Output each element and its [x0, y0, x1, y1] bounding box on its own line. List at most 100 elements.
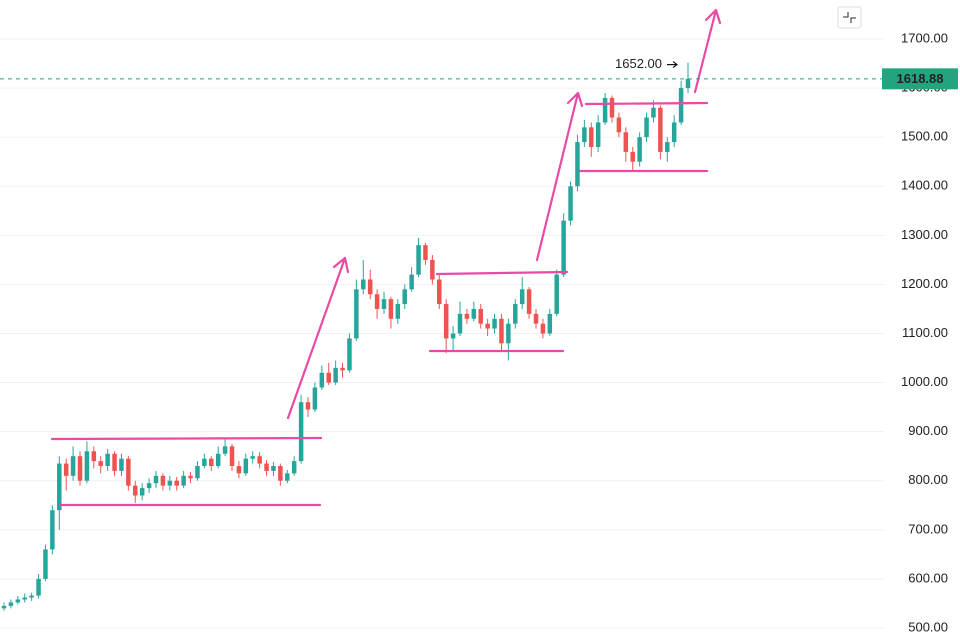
candle-body: [285, 473, 290, 481]
price-axis: 500.00 600.00 700.00 800.00 900.00 1000.00 110…: [901, 30, 948, 634]
candle-body: [665, 142, 670, 152]
y-tick-label: 1200.00: [901, 276, 948, 291]
candle-body: [423, 245, 428, 260]
candle-body: [70, 456, 76, 476]
candle-body: [561, 220, 566, 275]
candle-body: [450, 333, 456, 339]
candle-body: [685, 78, 691, 89]
last-price-tag: [882, 68, 958, 90]
candle-body: [464, 313, 470, 319]
candle-body: [644, 117, 649, 138]
candle-body: [354, 289, 359, 339]
candle-body: [257, 456, 262, 464]
candle-body: [526, 289, 532, 314]
trend-arrow: [693, 8, 718, 94]
candle-body: [202, 458, 207, 467]
candle-body: [98, 461, 103, 467]
candle-body: [153, 475, 159, 484]
candle-body: [623, 132, 629, 152]
candle-body: [326, 372, 331, 383]
candle-body: [395, 304, 401, 319]
price-overlay: 1618.88 1652.00: [0, 56, 958, 90]
candle-body: [333, 367, 338, 383]
candle-body: [312, 387, 318, 410]
candle-body: [589, 127, 594, 147]
candle-body: [547, 313, 553, 334]
candle-body: [485, 323, 490, 329]
candle-body: [305, 402, 311, 410]
candle-body: [15, 599, 21, 603]
y-tick-label: 700.00: [908, 521, 948, 536]
candle-body: [174, 480, 179, 486]
candle-body: [540, 323, 546, 334]
high-marker-arrow-head: [672, 61, 678, 69]
candle-body: [430, 259, 435, 280]
y-tick-label: 1000.00: [901, 374, 948, 389]
candle-body: [215, 453, 221, 467]
candle-body: [243, 458, 249, 474]
candle-body: [582, 127, 587, 143]
arrow-head: [704, 8, 722, 25]
candle-body: [133, 485, 138, 496]
candle-body: [478, 308, 483, 324]
candle-body: [388, 299, 394, 319]
candle-body: [443, 304, 449, 339]
fullscreen-button[interactable]: [837, 6, 862, 29]
candle-body: [1, 605, 7, 609]
arrow-head: [332, 256, 350, 274]
grid: [0, 38, 885, 629]
candle-body: [513, 304, 518, 324]
candle-body: [222, 446, 228, 454]
y-tick-label: 1300.00: [901, 227, 948, 242]
candle-body: [271, 466, 276, 471]
candle-body: [63, 463, 69, 476]
candle-body: [146, 483, 152, 489]
candle-body: [609, 97, 615, 118]
y-tick-label: 1100.00: [902, 325, 948, 340]
candle-body: [471, 308, 477, 319]
candle-body: [595, 122, 601, 147]
candle-body: [492, 318, 497, 329]
candle-body: [84, 451, 90, 481]
candle-body: [264, 463, 269, 471]
candle-body: [381, 299, 387, 309]
candle-body: [602, 97, 608, 123]
y-tick-label: 900.00: [908, 423, 948, 438]
y-tick-label: 800.00: [908, 472, 948, 487]
candle-body: [8, 602, 14, 606]
candle-body: [361, 279, 366, 290]
candle-body: [195, 466, 200, 479]
candle-body: [374, 294, 380, 309]
candle-body: [347, 338, 352, 371]
arrow-head: [566, 91, 584, 108]
candle-body: [457, 313, 463, 334]
candle-body: [367, 279, 373, 295]
candle-body: [651, 107, 656, 118]
candle-body: [119, 458, 124, 471]
range-top-line: [584, 101, 709, 106]
candle-body: [298, 402, 304, 462]
y-tick-label: 1400.00: [901, 178, 948, 193]
candle-body: [499, 318, 504, 344]
range-top-line: [50, 436, 323, 441]
candle-body: [437, 279, 442, 305]
candle-body: [554, 274, 559, 314]
candle-body: [126, 458, 131, 486]
high-marker-label: 1652.00: [615, 56, 662, 71]
candle-body: [167, 480, 173, 486]
y-tick-label: 500.00: [908, 619, 948, 634]
candle-body: [291, 461, 297, 474]
candle-body: [575, 142, 580, 187]
candle-body: [188, 475, 193, 479]
candle-body: [160, 475, 166, 486]
candle-body: [36, 578, 41, 596]
candle-body: [409, 274, 414, 290]
candle-body: [112, 453, 117, 471]
candles: [1, 62, 691, 611]
candle-body: [637, 137, 642, 162]
candle-body: [506, 323, 511, 344]
annotations: [50, 8, 722, 507]
candle-body: [319, 372, 325, 388]
